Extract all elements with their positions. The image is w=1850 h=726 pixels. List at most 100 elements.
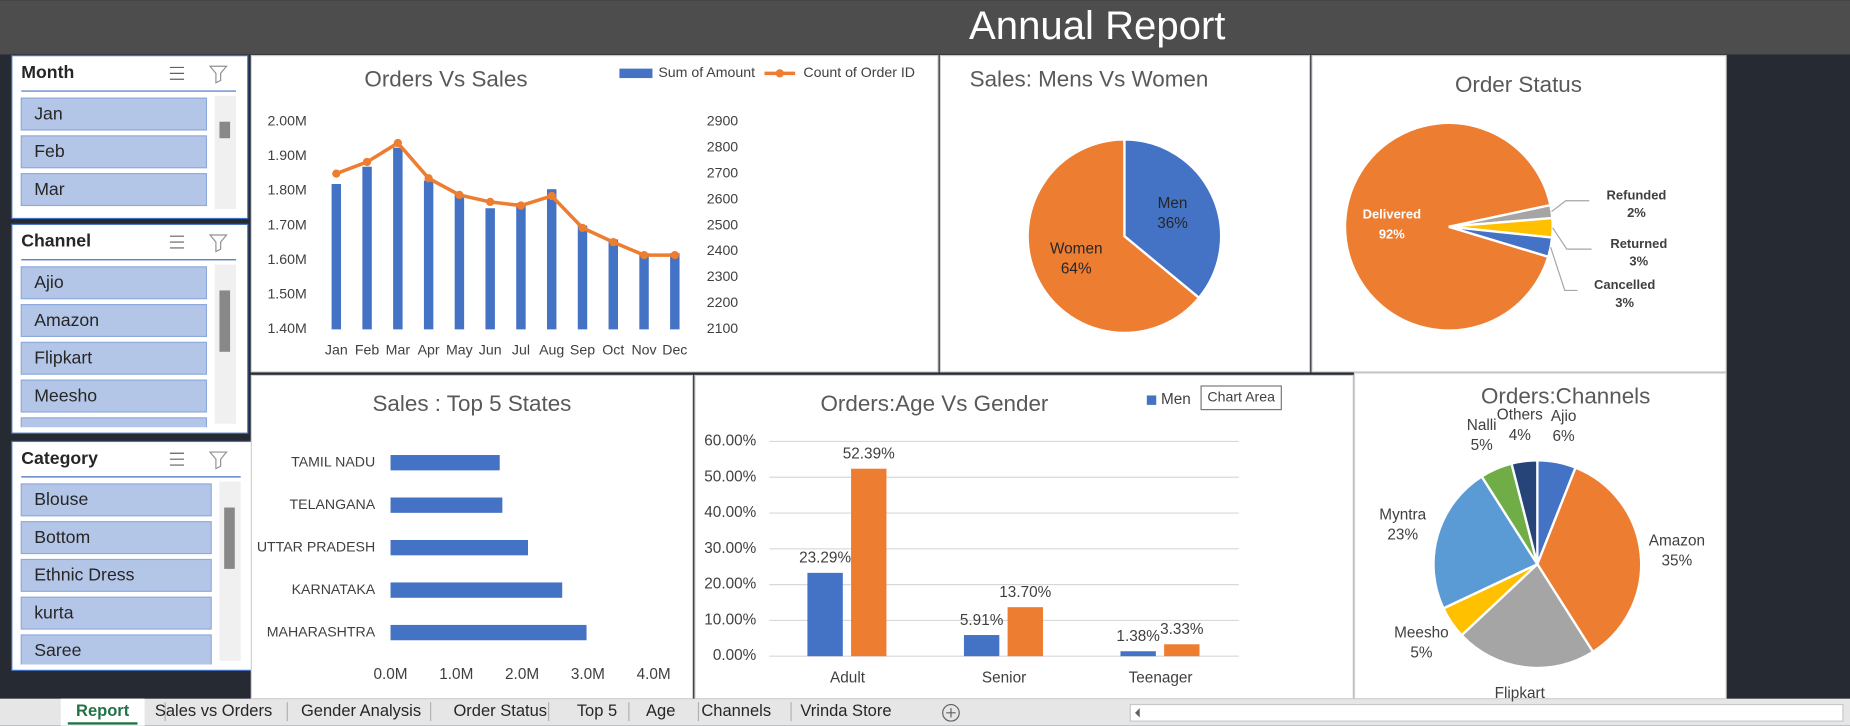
x-tick-label: Aug bbox=[539, 341, 564, 357]
line-marker bbox=[362, 157, 372, 167]
y2-tick-label: 2900 bbox=[707, 112, 739, 128]
chart-plot: 1.40M 1.50M 1.60M 1.70M 1.80M 1.90M 2.00M 2100 2… bbox=[267, 64, 915, 357]
pie-slice bbox=[1343, 121, 1552, 332]
slicer-item[interactable] bbox=[20, 558, 212, 592]
y-tick-label: 50.00% bbox=[704, 468, 756, 485]
slicer-item-label: Saree bbox=[34, 640, 81, 660]
sheet-tab[interactable]: Sales vs Orders bbox=[155, 702, 272, 720]
chart-plot: Men 36% Women 64% bbox=[1026, 138, 1223, 335]
chart-plot: 0.00% 10.00% 20.00% 30.00% 40.00% 50.00% 60.00… bbox=[704, 391, 1276, 686]
leader-line bbox=[1551, 200, 1590, 213]
bar bbox=[516, 203, 526, 330]
line bbox=[335, 140, 675, 257]
tooltip-box bbox=[1200, 385, 1282, 411]
slicer-item[interactable] bbox=[20, 417, 208, 450]
slicer-item[interactable] bbox=[20, 97, 208, 131]
bar bbox=[851, 468, 887, 657]
bar bbox=[393, 147, 403, 330]
scroll-thumb[interactable] bbox=[224, 507, 235, 569]
multi-select-icon[interactable] bbox=[169, 235, 185, 249]
sheet-tab[interactable]: Age bbox=[646, 702, 675, 720]
slicer-item[interactable] bbox=[20, 173, 208, 207]
x-tick-label: 4.0M bbox=[637, 666, 671, 683]
legend-label: Men bbox=[1161, 391, 1191, 408]
slicer-item[interactable] bbox=[20, 521, 212, 555]
active-tab[interactable] bbox=[60, 698, 145, 726]
chart-title: Orders:Age Vs Gender bbox=[820, 391, 1048, 416]
bar bbox=[390, 539, 529, 556]
pie-value-label: 92% bbox=[1379, 226, 1405, 241]
x-tick-label: Mar bbox=[386, 341, 411, 357]
sheet-tab[interactable]: Channels bbox=[701, 702, 771, 720]
slicer-item-label: Flipkart bbox=[34, 348, 92, 368]
slicer-item-label: Blouse bbox=[34, 489, 88, 509]
pie-label: Flipkart bbox=[1495, 685, 1546, 702]
y-tick-label: 20.00% bbox=[704, 576, 756, 593]
x-tick-label: 0.0M bbox=[373, 666, 407, 683]
slicer-item-label: Meesho bbox=[34, 385, 97, 405]
sheet-tab[interactable]: Vrinda Store bbox=[800, 702, 891, 720]
slicer-item[interactable] bbox=[20, 634, 212, 667]
scroll-thumb[interactable] bbox=[219, 290, 231, 352]
legend-swatch bbox=[1146, 395, 1157, 405]
bar bbox=[362, 166, 372, 330]
slicer-item-label: kurta bbox=[34, 602, 73, 622]
line-marker bbox=[639, 251, 649, 260]
slicer-title: Month bbox=[21, 62, 74, 82]
multi-select-icon[interactable] bbox=[169, 452, 185, 466]
scroll-thumb[interactable] bbox=[219, 121, 231, 139]
clear-filter-icon[interactable] bbox=[208, 65, 228, 84]
sheet-tab[interactable]: Gender Analysis bbox=[301, 702, 421, 720]
slicer-item[interactable] bbox=[20, 135, 208, 169]
h-scrollbar[interactable] bbox=[1129, 703, 1844, 722]
line-marker bbox=[578, 223, 587, 233]
bar bbox=[331, 184, 342, 330]
bar bbox=[547, 189, 557, 330]
slicer-title: Channel bbox=[21, 231, 91, 251]
clear-filter-icon[interactable] bbox=[208, 451, 228, 470]
pie-label: Myntra bbox=[1379, 507, 1426, 524]
scroll-left-arrow bbox=[1135, 708, 1140, 718]
y2-tick-label: 2700 bbox=[707, 164, 739, 180]
line-marker bbox=[516, 201, 526, 210]
slicer-item[interactable] bbox=[20, 266, 208, 300]
clear-filter-icon[interactable] bbox=[208, 234, 228, 253]
x-tick-label: Dec bbox=[662, 341, 687, 357]
slicer-item[interactable] bbox=[20, 483, 212, 517]
slicer-item[interactable] bbox=[20, 304, 208, 338]
y-tick-label: 2.00M bbox=[267, 112, 306, 128]
line-marker bbox=[609, 238, 618, 247]
pie-label: Ajio bbox=[1551, 408, 1577, 425]
y-tick-label: MAHARASHTRA bbox=[267, 623, 376, 639]
add-sheet-plus bbox=[946, 708, 956, 718]
x-tick-label: 1.0M bbox=[439, 666, 473, 683]
slicer-item[interactable] bbox=[20, 379, 208, 413]
sheet-tab[interactable]: Top 5 bbox=[577, 702, 617, 720]
report-title: Annual Report bbox=[969, 4, 1225, 48]
chart-plot: 0.0M 1.0M 2.0M 3.0M 4.0M TAMIL NADU TELANGANA U… bbox=[257, 453, 671, 683]
chart-title: Orders:Channels bbox=[1481, 384, 1650, 409]
slicer-item[interactable] bbox=[20, 341, 208, 375]
x-tick-label: Apr bbox=[418, 341, 440, 357]
sheet-tab[interactable]: Report bbox=[76, 702, 130, 720]
pie-label: Meesho bbox=[1394, 625, 1449, 642]
slicer-item[interactable] bbox=[20, 596, 212, 630]
y-tick-label: 40.00% bbox=[704, 504, 756, 521]
slicer-items: Ajio Amazon Flipkart Meesho bbox=[20, 266, 208, 450]
y-tick-label: TELANGANA bbox=[290, 496, 376, 512]
sheet-tab[interactable]: Order Status bbox=[453, 702, 547, 720]
pie-label: Cancelled bbox=[1594, 277, 1655, 292]
multi-select-icon[interactable] bbox=[169, 66, 185, 80]
chart-plot: Ajio6%Amazon35%Flipkart22%Meesho5%Myntra… bbox=[1379, 407, 1705, 722]
bar bbox=[1120, 651, 1156, 657]
pie-value-label: 4% bbox=[1509, 427, 1532, 444]
data-label: 23.29% bbox=[799, 550, 851, 567]
legend-marker bbox=[775, 69, 784, 78]
legend-label: Count of Order ID bbox=[803, 64, 915, 80]
add-sheet-button[interactable] bbox=[942, 703, 960, 722]
chart-title: Sales: Mens Vs Women bbox=[970, 66, 1209, 91]
y-tick-label: 1.40M bbox=[267, 320, 306, 336]
line-marker bbox=[486, 197, 495, 207]
slicer-items: Jan Feb Mar bbox=[20, 97, 208, 207]
pie-slice bbox=[1123, 138, 1223, 300]
